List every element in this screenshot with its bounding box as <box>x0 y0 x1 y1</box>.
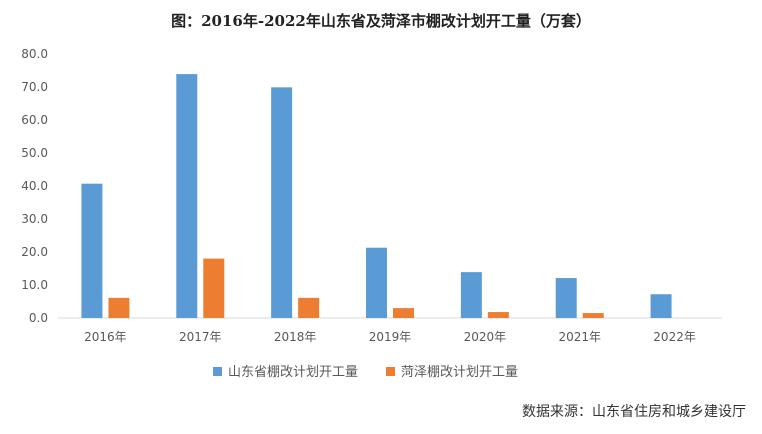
y-tick-label: 60.0 <box>21 113 48 127</box>
y-tick-label: 30.0 <box>21 212 48 226</box>
y-tick-label: 0.0 <box>29 311 48 325</box>
x-tick-label: 2019年 <box>369 330 412 344</box>
y-tick-label: 80.0 <box>21 47 48 61</box>
x-tick-label: 2020年 <box>464 330 507 344</box>
y-tick-label: 50.0 <box>21 146 48 160</box>
bar-shandong <box>366 247 387 318</box>
bar-heze <box>108 297 130 318</box>
y-tick-label: 20.0 <box>21 245 48 259</box>
x-axis: 2016年 2017年 2018年 2019年 2020年 2021年 2022年 <box>84 330 696 344</box>
bar-heze <box>203 258 225 318</box>
bar-shandong <box>271 87 293 318</box>
x-tick-label: 2022年 <box>653 330 696 344</box>
bar-heze <box>487 312 509 318</box>
bar-heze <box>582 313 604 318</box>
x-tick-label: 2018年 <box>274 330 317 344</box>
legend: 山东省棚改计划开工量 菏泽棚改计划开工量 <box>213 365 518 380</box>
y-axis: 0.0 10.0 20.0 30.0 40.0 50.0 60.0 70.0 80.0 <box>21 47 48 325</box>
chart-title: 图：2016年-2022年山东省及菏泽市棚改计划开工量（万套） <box>171 12 591 30</box>
y-tick-label: 10.0 <box>21 278 48 292</box>
x-tick-label: 2016年 <box>84 330 127 344</box>
x-tick-label: 2021年 <box>558 330 601 344</box>
legend-label-heze: 菏泽棚改计划开工量 <box>401 365 518 380</box>
legend-label-shandong: 山东省棚改计划开工量 <box>228 365 358 380</box>
bars-group <box>81 74 672 318</box>
legend-swatch-shandong <box>213 367 222 376</box>
bar-shandong <box>460 272 482 318</box>
bar-heze <box>393 308 414 318</box>
bar-heze <box>298 297 320 318</box>
bar-shandong <box>176 74 198 318</box>
bar-shandong <box>555 278 577 318</box>
bar-shandong <box>650 294 672 318</box>
x-tick-label: 2017年 <box>179 330 222 344</box>
y-tick-label: 70.0 <box>21 80 48 94</box>
y-tick-label: 40.0 <box>21 179 48 193</box>
legend-swatch-heze <box>386 367 395 376</box>
data-source: 数据来源：山东省住房和城乡建设厅 <box>522 404 746 420</box>
bar-shandong <box>81 183 103 318</box>
